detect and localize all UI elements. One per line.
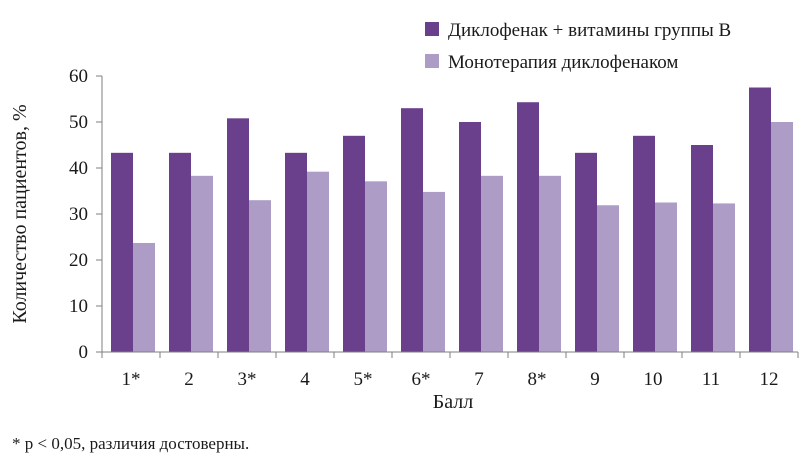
bar-combination-11: [691, 145, 713, 352]
x-axis-title: Балл: [433, 391, 474, 413]
x-tick-label: 12: [760, 369, 779, 390]
y-tick-label: 0: [79, 342, 89, 363]
x-tick-label: 2: [184, 369, 194, 390]
footnote: * p < 0,05, различия достоверны.: [12, 434, 250, 453]
bar-monotherapy-1: [133, 242, 155, 352]
bar-monotherapy-3: [249, 200, 271, 352]
y-tick-label: 40: [69, 158, 88, 179]
x-tick-label: 5*: [354, 369, 373, 390]
bar-combination-2: [169, 152, 191, 352]
x-tick-label: 4: [300, 369, 310, 390]
y-axis: 0 10 20 30 40 50 60: [69, 66, 103, 363]
x-tick-label: 9: [590, 369, 600, 390]
bar-combination-4: [285, 152, 307, 352]
x-tick-label: 1*: [122, 369, 141, 390]
bar-combination-7: [459, 122, 481, 352]
bar-combination-1: [111, 152, 133, 352]
x-tick-label: 10: [644, 369, 663, 390]
legend-label-combination: Диклофенак + витамины группы В: [448, 20, 731, 41]
y-axis-title: Количество пациентов, %: [9, 104, 31, 323]
bar-combination-5: [343, 135, 365, 352]
bar-combination-3: [227, 118, 249, 352]
bar-monotherapy-11: [713, 203, 735, 352]
x-axis: 1* 2 3* 4 5* 6* 7 8* 9 10 11 12: [101, 351, 799, 390]
bar-monotherapy-7: [481, 175, 503, 352]
bar-monotherapy-12: [771, 122, 793, 352]
bar-combination-6: [401, 108, 423, 352]
bar-combination-8: [517, 102, 539, 352]
x-tick-label: 11: [702, 369, 720, 390]
y-tick-label: 50: [69, 112, 88, 133]
x-tick-label: 7: [474, 369, 484, 390]
y-tick-label: 10: [69, 296, 88, 317]
y-tick-label: 20: [69, 250, 88, 271]
bar-monotherapy-10: [655, 202, 677, 352]
x-tick-label: 3*: [238, 369, 257, 390]
y-tick-label: 30: [69, 204, 88, 225]
legend-label-monotherapy: Монотерапия диклофенаком: [448, 52, 678, 73]
bar-monotherapy-8: [539, 175, 561, 352]
x-tick-label: 8*: [528, 369, 547, 390]
bar-chart: Диклофенак + витамины группы В Монотерап…: [9, 20, 799, 413]
bar-monotherapy-9: [597, 205, 619, 352]
x-tick-label: 6*: [412, 369, 431, 390]
bar-monotherapy-2: [191, 175, 213, 352]
legend: Диклофенак + витамины группы В Монотерап…: [425, 20, 731, 73]
y-tick-label: 60: [69, 66, 88, 87]
legend-swatch-combination: [425, 22, 439, 36]
bar-combination-12: [749, 87, 771, 352]
bar-combination-10: [633, 135, 655, 352]
bars: [111, 87, 793, 352]
bar-monotherapy-6: [423, 191, 445, 352]
legend-swatch-monotherapy: [425, 54, 439, 68]
bar-monotherapy-5: [365, 181, 387, 352]
bar-monotherapy-4: [307, 171, 329, 352]
bar-combination-9: [575, 152, 597, 352]
